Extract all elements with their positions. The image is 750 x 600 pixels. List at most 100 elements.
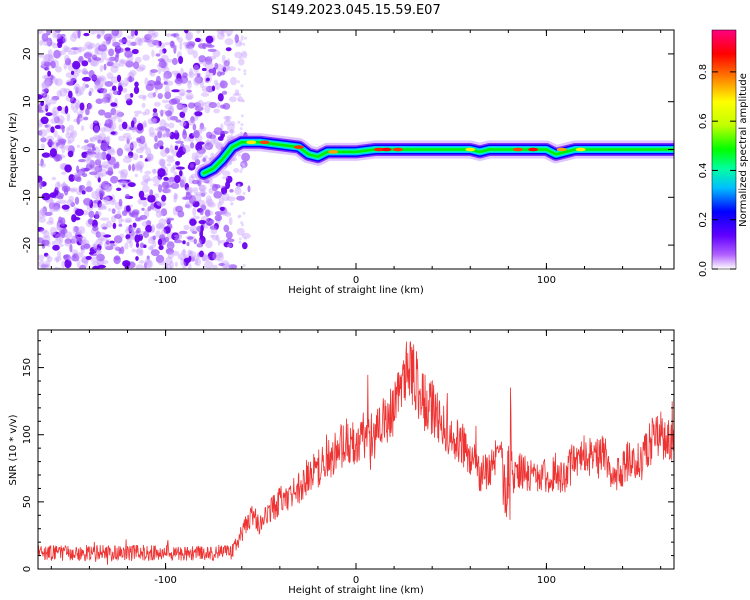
noise-cell: [147, 153, 154, 160]
noise-cell: [95, 135, 104, 141]
noise-cell: [76, 237, 83, 246]
noise-cell: [163, 130, 172, 137]
noise-cell: [173, 192, 178, 199]
noise-cell: [113, 115, 122, 119]
noise-cell: [218, 262, 225, 267]
noise-cell: [207, 55, 217, 60]
noise-cell: [54, 239, 62, 245]
noise-cell: [101, 51, 107, 60]
ridge-hotspot: [293, 145, 304, 149]
noise-cell: [147, 38, 156, 44]
noise-cell: [134, 164, 142, 172]
noise-cell: [74, 171, 83, 176]
noise-cell: [68, 195, 75, 203]
noise-cell: [53, 49, 61, 59]
noise-cell: [159, 211, 164, 217]
noise-cell: [166, 155, 175, 159]
noise-cell: [241, 232, 251, 239]
y-tick-label: 0: [22, 146, 33, 152]
noise-cell: [43, 61, 52, 67]
noise-cell: [72, 106, 79, 113]
noise-cell: [179, 230, 188, 235]
noise-cell: [191, 152, 198, 161]
noise-cell: [162, 133, 171, 138]
noise-cell: [147, 246, 154, 251]
noise-cell: [187, 249, 192, 255]
noise-cell: [205, 240, 213, 249]
noise-cell: [98, 203, 106, 211]
noise-cell: [230, 201, 234, 206]
ridge-hotspot: [259, 140, 270, 145]
noise-cell: [42, 206, 47, 215]
noise-cell: [69, 74, 78, 81]
noise-cell: [39, 229, 48, 234]
noise-cell: [105, 183, 113, 191]
noise-cell: [142, 54, 150, 61]
noise-cell: [155, 53, 161, 57]
noise-cell: [116, 187, 122, 191]
noise-cell: [113, 235, 123, 244]
noise-cell: [151, 49, 155, 58]
noise-cell: [85, 255, 92, 260]
noise-cell: [242, 192, 246, 195]
snr-series-line: [38, 341, 674, 565]
noise-cell: [40, 91, 47, 97]
noise-cell: [95, 84, 104, 89]
noise-cell: [215, 82, 221, 90]
noise-cell: [173, 234, 182, 238]
noise-cell: [199, 250, 204, 258]
noise-cell: [142, 185, 150, 193]
noise-cell: [153, 201, 162, 209]
noise-cell: [159, 48, 164, 55]
noise-cell: [163, 73, 169, 82]
noise-cell: [75, 86, 79, 95]
noise-cell: [218, 185, 225, 189]
noise-cell: [70, 129, 78, 139]
noise-cell: [185, 32, 192, 41]
noise-cell: [98, 189, 104, 199]
noise-cell: [184, 30, 189, 34]
noise-cell: [168, 122, 175, 129]
noise-cell: [204, 209, 211, 217]
noise-cell: [69, 243, 73, 253]
noise-cell: [95, 98, 103, 104]
noise-cell: [97, 200, 102, 208]
noise-cell: [145, 83, 154, 91]
noise-cell: [129, 142, 134, 151]
noise-cell: [81, 70, 89, 75]
noise-cell: [153, 142, 159, 150]
noise-cell: [201, 102, 207, 107]
noise-cell: [61, 145, 66, 154]
noise-cell: [98, 182, 108, 192]
colorbar-ticks: 0.0 0.2 0.4 0.6 0.8: [698, 64, 736, 277]
noise-cell: [106, 153, 112, 161]
noise-cell: [152, 108, 158, 113]
noise-cell: [118, 223, 123, 227]
noise-cell: [131, 48, 139, 55]
noise-cell: [59, 50, 66, 55]
noise-cell: [56, 33, 62, 40]
noise-cell: [84, 83, 89, 89]
noise-cell: [124, 93, 131, 101]
noise-cell: [195, 142, 203, 152]
noise-cell: [158, 158, 166, 167]
noise-cell: [201, 256, 206, 262]
noise-cell: [117, 85, 123, 93]
noise-cell: [70, 97, 77, 104]
colorbar-tick-label: 0.6: [698, 113, 709, 129]
noise-cell: [173, 193, 179, 200]
noise-cell: [216, 252, 224, 262]
noise-cell: [61, 171, 67, 175]
noise-cell: [63, 254, 69, 259]
noise-cell: [218, 251, 224, 258]
noise-cell: [64, 238, 72, 245]
noise-cell: [46, 37, 53, 47]
noise-cell: [82, 71, 89, 75]
noise-cell: [68, 256, 74, 262]
noise-cell: [193, 187, 198, 195]
noise-cell: [158, 93, 164, 98]
y-tick-label: 10: [22, 95, 33, 108]
spectrogram-ridge: [194, 133, 674, 183]
noise-cell: [183, 176, 187, 185]
noise-cell: [87, 45, 93, 50]
